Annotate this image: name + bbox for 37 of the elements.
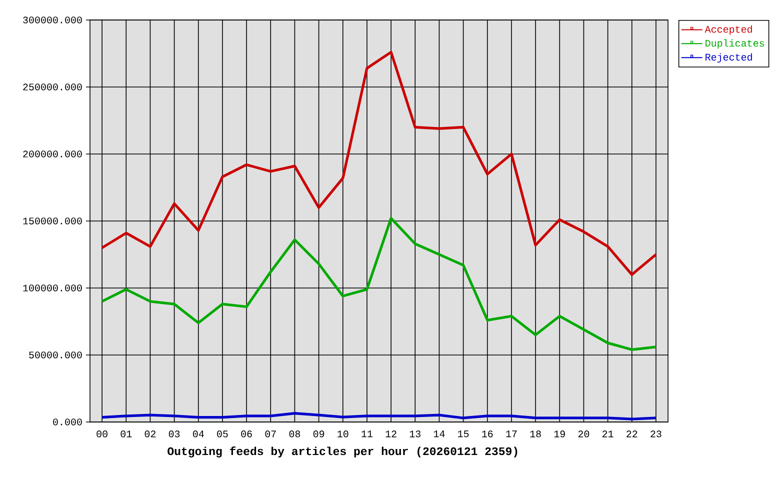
x-tick-label: 17 xyxy=(506,430,517,438)
x-tick-label: 05 xyxy=(217,430,228,438)
line-series xyxy=(100,217,658,351)
x-tick-label: 13 xyxy=(410,430,420,438)
y-tick-label: 50000.000 xyxy=(29,352,82,358)
y-tick-label: 0.000 xyxy=(53,418,82,426)
x-tick-label: 03 xyxy=(168,430,180,438)
x-tick-label: 22 xyxy=(626,430,638,438)
line-series xyxy=(100,50,658,276)
y-tick-label: 300000.000 xyxy=(23,16,82,24)
x-tick-label: 11 xyxy=(362,430,372,438)
x-tick-label: 15 xyxy=(458,430,469,438)
x-tick-label: 23 xyxy=(650,430,662,438)
x-tick-label: 21 xyxy=(602,430,614,438)
x-tick-label: 14 xyxy=(434,430,445,438)
x-tick-label: 09 xyxy=(313,430,324,438)
legend-label: Rejected xyxy=(706,53,752,63)
legend-label: Duplicates xyxy=(706,39,764,49)
y-tick-label: 250000.000 xyxy=(23,84,82,90)
x-tick-label: 19 xyxy=(554,430,565,438)
y-tick-label: 200000.000 xyxy=(23,150,82,158)
x-tick-label: 08 xyxy=(289,430,300,438)
x-tick-label: 16 xyxy=(482,430,493,438)
legend-label: Accepted xyxy=(704,25,752,35)
x-tick-label: 00 xyxy=(96,430,108,438)
y-tick-label: 150000.000 xyxy=(23,218,82,224)
x-tick-label: 01 xyxy=(120,430,132,438)
y-tick-label: 100000.000 xyxy=(23,284,82,292)
x-tick-label: 07 xyxy=(265,430,276,438)
x-tick-label: 06 xyxy=(241,430,252,438)
x-tick-label: 12 xyxy=(386,430,396,438)
x-tick-label: 02 xyxy=(144,430,156,438)
x-axis-title: Outgoing feeds by articles per hour (20260121 2359) xyxy=(168,446,518,458)
x-tick-label: 18 xyxy=(530,430,541,438)
x-tick-label: 10 xyxy=(338,430,348,438)
x-tick-label: 20 xyxy=(578,430,590,438)
x-tick-label: 04 xyxy=(192,430,204,438)
